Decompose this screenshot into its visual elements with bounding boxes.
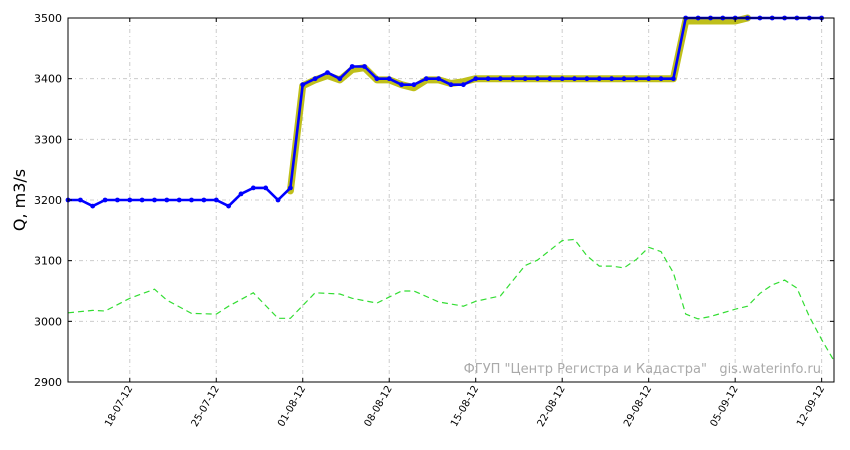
x-tick-label: 01-08-12	[276, 384, 308, 429]
data-point-observed	[386, 76, 392, 82]
data-point-observed	[102, 197, 108, 203]
data-point-observed	[238, 191, 244, 197]
data-point-observed	[176, 197, 182, 203]
data-point-observed	[337, 76, 343, 82]
data-point-observed	[411, 82, 417, 88]
data-point-observed	[436, 76, 441, 82]
x-tick-label: 12-09-12	[795, 384, 827, 429]
x-tick-label: 25-07-12	[190, 384, 222, 429]
data-point-observed	[609, 76, 614, 82]
y-tick-label: 3300	[34, 133, 62, 146]
data-point-observed	[127, 197, 133, 203]
data-point-observed	[189, 197, 194, 203]
data-point-observed	[522, 76, 528, 82]
data-point-observed	[658, 76, 664, 82]
data-point-observed	[263, 185, 269, 191]
x-tick-label: 05-09-12	[709, 384, 741, 429]
data-point-observed	[646, 76, 652, 82]
data-point-observed	[671, 76, 676, 82]
data-point-observed	[226, 203, 232, 209]
data-point-observed	[115, 197, 120, 203]
x-tick-label: 15-08-12	[449, 384, 481, 429]
watermark-text: ФГУП "Центр Регистра и Кадастра" gis.wat…	[464, 362, 821, 377]
data-point-observed	[349, 64, 355, 69]
y-tick-label: 3000	[34, 315, 62, 328]
data-point-observed	[461, 82, 466, 88]
data-point-observed	[201, 197, 207, 203]
data-point-observed	[250, 185, 256, 191]
data-point-observed	[485, 76, 491, 82]
data-point-observed	[584, 76, 590, 82]
data-point-observed	[288, 185, 293, 191]
data-point-observed	[572, 76, 577, 82]
y-tick-label: 3100	[34, 255, 62, 268]
x-tick-label: 29-08-12	[622, 384, 654, 429]
data-point-observed	[139, 197, 145, 203]
data-point-observed	[498, 76, 503, 82]
data-point-observed	[423, 76, 429, 82]
data-point-observed	[547, 76, 553, 82]
x-tick-label: 22-08-12	[536, 384, 568, 429]
y-axis-label: Q, m3/s	[10, 169, 29, 231]
x-tick-label: 08-08-12	[363, 384, 395, 429]
data-point-observed	[374, 76, 380, 82]
x-tick-label: 18-07-12	[103, 384, 135, 429]
series-line-norm	[67, 238, 835, 362]
data-point-observed	[559, 76, 565, 82]
data-point-observed	[621, 76, 627, 82]
data-point-observed	[152, 197, 157, 203]
series-line-observed	[68, 16, 822, 208]
data-point-observed	[312, 76, 318, 82]
y-tick-label: 3200	[34, 194, 62, 207]
series-line-band	[286, 14, 751, 195]
data-point-observed	[164, 197, 170, 203]
data-point-observed	[213, 197, 219, 203]
data-point-observed	[510, 76, 516, 82]
data-point-observed	[325, 70, 330, 75]
data-point-observed	[633, 76, 639, 82]
data-point-observed	[596, 76, 602, 82]
series-layer	[65, 14, 835, 362]
data-point-observed	[90, 203, 96, 209]
data-point-observed	[275, 197, 281, 203]
data-point-observed	[300, 82, 306, 88]
y-tick-label: 2900	[34, 376, 62, 389]
data-point-observed	[399, 82, 404, 88]
data-point-observed	[78, 197, 83, 203]
data-point-observed	[362, 64, 367, 69]
y-tick-label: 3400	[34, 73, 62, 86]
y-tick-label: 3500	[34, 12, 62, 25]
data-point-observed	[448, 82, 454, 88]
data-point-observed	[535, 76, 540, 82]
data-point-observed	[473, 76, 479, 82]
